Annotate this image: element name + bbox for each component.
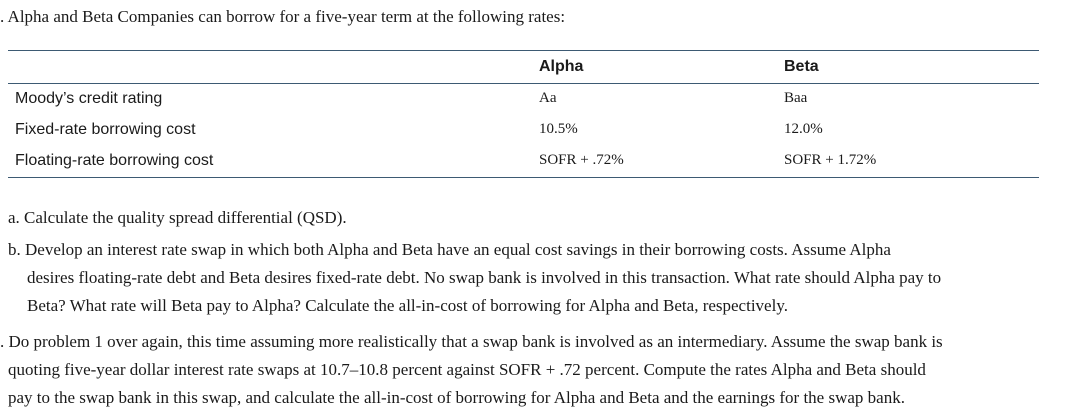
table-row: Fixed-rate borrowing cost 10.5% 12.0% (8, 115, 1039, 146)
question-b-line: desires floating-rate debt and Beta desi… (27, 268, 942, 287)
table-row: Moody’s credit rating Aa Baa (8, 84, 1039, 115)
question-b-line: b. Develop an interest rate swap in whic… (8, 240, 891, 259)
row-label: Fixed-rate borrowing cost (15, 121, 196, 138)
alpha-value: 10.5% (539, 121, 578, 137)
problem-2-line: . Do problem 1 over again, this time ass… (0, 332, 943, 351)
table-row: Floating-rate borrowing cost SOFR + .72%… (8, 146, 1039, 177)
beta-value: Baa (784, 90, 808, 106)
problem-intro: . Alpha and Beta Companies can borrow fo… (0, 7, 566, 26)
row-label: Floating-rate borrowing cost (15, 152, 214, 169)
row-label: Moody’s credit rating (15, 90, 163, 107)
rates-table: Alpha Beta Moody’s credit rating Aa Baa … (8, 50, 1039, 178)
header-beta: Beta (784, 58, 819, 75)
beta-value: SOFR + 1.72% (784, 152, 877, 168)
header-alpha: Alpha (539, 58, 584, 75)
question-b: b. Develop an interest rate swap in whic… (8, 236, 1038, 320)
beta-value: 12.0% (784, 121, 823, 137)
problem-2-line: quoting five-year dollar interest rate s… (8, 360, 926, 379)
problem-2: . Do problem 1 over again, this time ass… (0, 328, 1070, 412)
alpha-value: SOFR + .72% (539, 152, 624, 168)
table-header: Alpha Beta (8, 51, 1039, 83)
table-bottom-rule (8, 177, 1039, 178)
table-top-rule (8, 50, 1039, 51)
question-b-line: Beta? What rate will Beta pay to Alpha? … (27, 296, 788, 315)
question-a: a. Calculate the quality spread differen… (8, 208, 347, 227)
alpha-value: Aa (539, 90, 557, 106)
problem-2-line: pay to the swap bank in this swap, and c… (8, 388, 905, 407)
table-header-rule (8, 83, 1039, 84)
